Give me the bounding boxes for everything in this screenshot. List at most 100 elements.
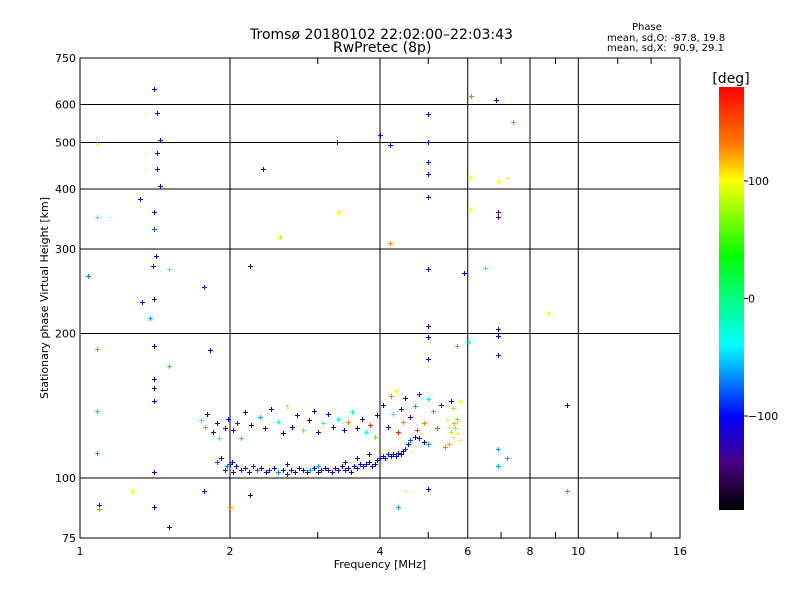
phase-stats-o: mean, sd,O: -87.8, 19.8 xyxy=(607,33,725,44)
data-point xyxy=(255,468,260,473)
phase-x-values: 90.9, 29.1 xyxy=(673,43,724,54)
data-point xyxy=(223,468,228,473)
data-point xyxy=(228,505,233,510)
data-point xyxy=(152,470,157,475)
data-point xyxy=(340,464,345,469)
colorbar-label: [deg] xyxy=(712,71,749,87)
data-point xyxy=(394,389,399,394)
data-point xyxy=(401,420,406,425)
x-tick-label: 6 xyxy=(464,545,471,558)
data-point xyxy=(333,466,338,471)
data-point xyxy=(152,87,157,92)
data-point xyxy=(469,94,474,99)
data-point xyxy=(389,394,394,399)
data-point xyxy=(496,353,501,358)
data-point xyxy=(276,470,281,475)
data-point xyxy=(422,440,427,445)
data-point xyxy=(323,466,328,471)
y-axis-label: Stationary phase Virtual Height [km] xyxy=(38,197,51,399)
y-tick-label: 200 xyxy=(55,328,76,341)
data-point xyxy=(267,468,272,473)
data-point xyxy=(215,421,220,426)
data-point xyxy=(466,340,471,345)
data-point xyxy=(230,460,235,465)
data-point xyxy=(415,428,420,433)
colorbar xyxy=(719,87,744,510)
data-point xyxy=(343,468,348,473)
data-point xyxy=(258,415,263,420)
data-point xyxy=(394,454,399,459)
data-point xyxy=(449,399,454,404)
data-point xyxy=(231,428,236,433)
colorbar-tick-label: 0 xyxy=(748,293,755,306)
data-point xyxy=(249,423,254,428)
plot-frame xyxy=(79,57,681,539)
data-point xyxy=(426,357,431,362)
data-point xyxy=(281,431,286,436)
data-point xyxy=(468,175,473,180)
data-point xyxy=(422,421,427,426)
data-point xyxy=(215,460,220,465)
data-point xyxy=(301,428,306,433)
data-point xyxy=(364,462,369,467)
data-point xyxy=(293,470,298,475)
data-point xyxy=(152,386,157,391)
data-point xyxy=(413,404,418,409)
data-point xyxy=(426,487,431,492)
grid-lines xyxy=(80,58,680,538)
data-point xyxy=(231,470,236,475)
data-point xyxy=(208,348,213,353)
data-point xyxy=(290,425,295,430)
data-point xyxy=(95,142,100,147)
data-point xyxy=(378,133,383,138)
data-point xyxy=(368,423,373,428)
data-point xyxy=(301,468,306,473)
data-point xyxy=(391,452,396,457)
data-point xyxy=(330,470,335,475)
data-point xyxy=(234,464,239,469)
data-point xyxy=(378,456,383,461)
data-point xyxy=(360,417,365,422)
data-point xyxy=(546,311,551,316)
data-point xyxy=(386,452,391,457)
x-tick-label: 8 xyxy=(527,545,534,558)
data-point xyxy=(388,241,393,246)
data-point xyxy=(457,438,462,443)
data-point xyxy=(223,426,228,431)
data-point xyxy=(447,442,452,447)
data-point xyxy=(426,397,431,402)
data-point xyxy=(403,489,408,494)
data-point xyxy=(155,151,160,156)
data-point xyxy=(451,435,456,440)
data-points xyxy=(86,87,570,530)
data-point xyxy=(350,410,355,415)
data-point xyxy=(239,468,244,473)
data-point xyxy=(278,235,283,240)
data-point xyxy=(417,436,422,441)
data-point xyxy=(259,466,264,471)
data-point xyxy=(95,347,100,352)
data-point xyxy=(449,430,454,435)
data-point xyxy=(307,418,312,423)
data-point xyxy=(225,464,230,469)
data-point xyxy=(413,435,418,440)
data-point xyxy=(443,445,448,450)
data-point xyxy=(505,456,510,461)
data-point xyxy=(151,264,156,269)
data-point xyxy=(269,407,274,412)
data-point xyxy=(403,447,408,452)
data-point xyxy=(364,430,369,435)
data-point xyxy=(455,431,460,436)
data-point xyxy=(297,466,302,471)
data-point xyxy=(352,464,357,469)
data-point xyxy=(326,412,331,417)
data-point xyxy=(295,413,300,418)
data-point xyxy=(453,426,458,431)
data-point xyxy=(138,197,143,202)
data-point xyxy=(336,468,341,473)
data-point xyxy=(199,418,204,423)
data-point xyxy=(505,176,510,181)
data-point xyxy=(152,344,157,349)
data-point xyxy=(355,456,360,461)
